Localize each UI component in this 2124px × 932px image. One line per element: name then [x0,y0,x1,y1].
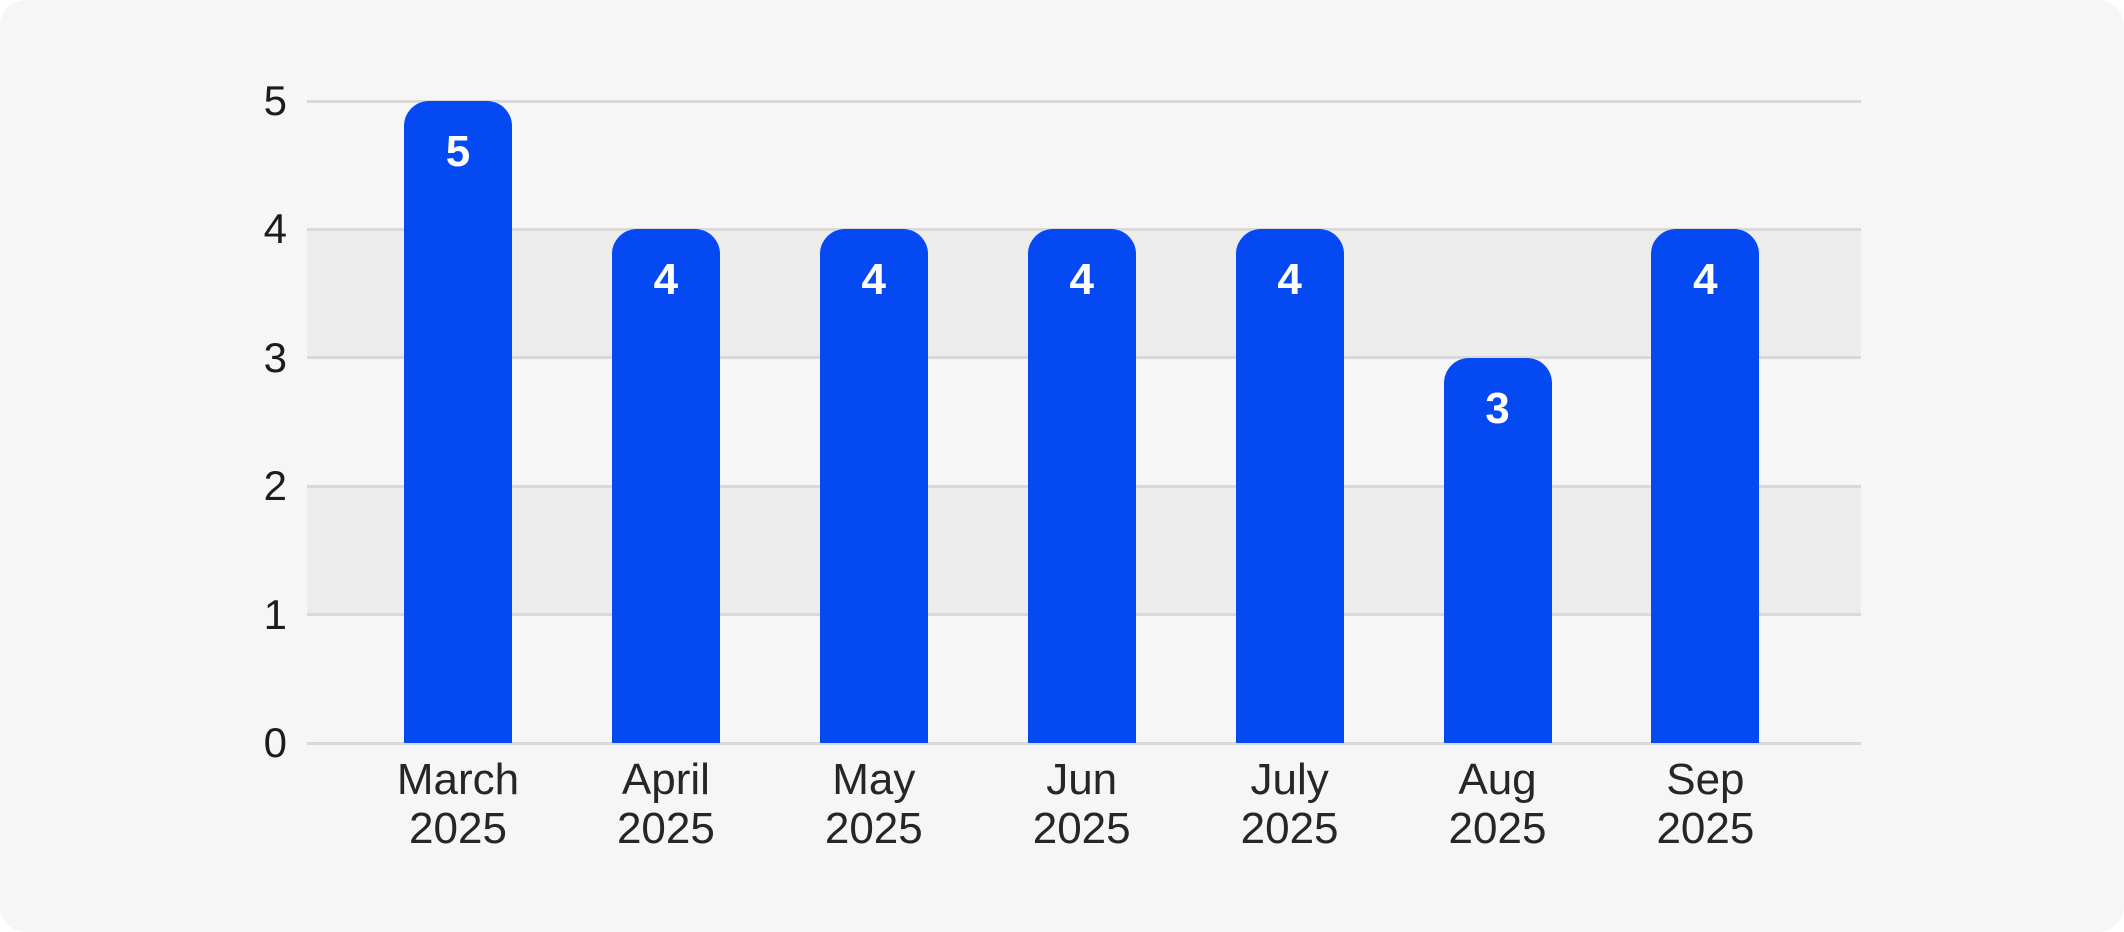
bar [404,101,512,743]
x-tick-line: July [1250,755,1329,804]
x-tick-label: July 2025 [1180,755,1400,853]
y-tick-label: 5 [263,77,287,124]
y-tick-label: 0 [263,719,287,766]
y-tick-label: 3 [263,333,287,381]
x-tick-line: 2025 [409,804,507,853]
y-tick-label: 4 [263,205,287,253]
x-tick-line: 2025 [1448,804,1547,853]
bar [1443,357,1552,743]
bar [611,229,720,743]
x-tick-line: 2025 [824,804,923,853]
x-tick-line: 2025 [616,804,715,853]
x-tick-label: May 2025 [764,755,984,853]
x-tick-line: 2025 [1656,804,1755,853]
x-tick-label: Aug 2025 [1388,755,1608,853]
x-tick-label: Jun 2025 [972,755,1192,853]
bar-value-label: 5 [445,127,471,176]
bar-value-label: 4 [1693,255,1718,305]
bar [1651,229,1760,743]
bar [1235,229,1344,743]
x-tick-label: April 2025 [556,755,776,853]
gridline [307,99,1861,103]
bar-value-label: 3 [1485,383,1510,433]
x-tick-label: March 2025 [348,755,568,853]
x-tick-line: May [832,755,916,804]
y-tick-label: 2 [263,462,287,510]
bar-value-label: 4 [1277,255,1302,305]
x-tick-line: Aug [1458,755,1537,804]
x-tick-label: Sep 2025 [1595,755,1815,853]
bar [1027,229,1136,743]
x-tick-line: April [621,755,710,804]
gridline [307,741,1861,745]
x-tick-line: Sep [1666,755,1745,804]
y-tick-label: 1 [263,590,287,638]
bar-value-label: 4 [653,255,679,305]
x-tick-line: 2025 [1032,804,1131,853]
bar [819,229,928,743]
x-tick-line: March [396,755,520,804]
x-tick-line: 2025 [1240,804,1339,853]
bar-value-label: 4 [861,255,887,305]
x-tick-line: Jun [1046,755,1118,804]
bar-value-label: 4 [1069,255,1094,305]
